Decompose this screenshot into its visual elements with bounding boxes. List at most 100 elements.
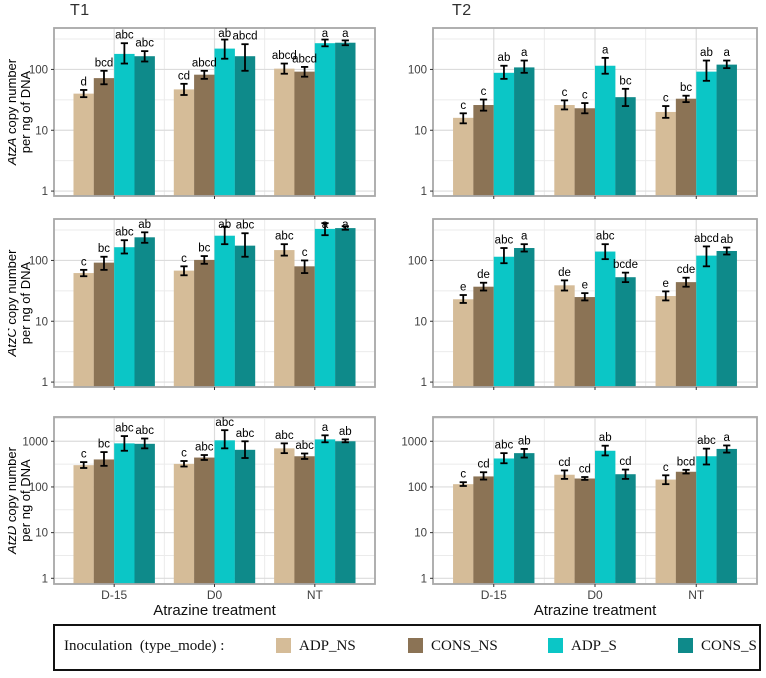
significance-letter: bc (680, 82, 692, 94)
significance-letter: ab (599, 432, 612, 444)
bar-adp_s-nt (696, 255, 717, 387)
significance-letter: abc (295, 440, 314, 452)
y-tick-label: 1 (421, 573, 427, 585)
bar-adp_s-nt (314, 228, 336, 387)
significance-letter: abc (115, 227, 134, 239)
significance-letter: cd (178, 70, 190, 82)
significance-letter: abcd (694, 233, 719, 245)
y-tick-label: 100 (29, 255, 48, 267)
bar-cons_s-d-15 (514, 453, 535, 584)
significance-letter: bcd (95, 57, 114, 69)
significance-letter: ab (720, 234, 733, 246)
bar-adp_ns-nt (655, 111, 676, 196)
x-tick-label: D-15 (481, 588, 507, 602)
bar-adp_s-nt (696, 456, 717, 584)
bar-cons_ns-nt (294, 71, 315, 196)
bar-cons_s-nt (335, 228, 356, 387)
bar-adp_ns-nt (274, 448, 295, 584)
significance-letter: ab (700, 47, 713, 59)
bar-cons_ns-d0 (574, 108, 595, 196)
significance-letter: bc (98, 439, 110, 451)
y-tick-label: 10 (414, 316, 427, 328)
bar-adp_s-d0 (214, 48, 235, 196)
y-tick-label: 100 (408, 64, 427, 76)
significance-letter: abc (495, 440, 514, 452)
significance-letter: abcd (272, 50, 297, 62)
legend-item-cons-ns: CONS_NS (408, 638, 498, 655)
legend-label-adp-ns: ADP_NS (299, 638, 356, 654)
significance-letter: abcd (292, 53, 317, 65)
significance-letter: abc (195, 442, 214, 454)
bar-cons_ns-d0 (194, 259, 215, 387)
x-axis-title: Atrazine treatment (153, 602, 276, 619)
significance-letter: cd (619, 456, 631, 468)
bar-adp_s-d0 (595, 65, 616, 196)
bar-cons_s-nt (716, 448, 737, 584)
significance-letter: a (342, 219, 349, 231)
significance-letter: bc (619, 75, 631, 87)
bar-adp_s-d-15 (114, 53, 135, 196)
bar-cons_s-nt (716, 64, 737, 196)
significance-letter: a (322, 422, 329, 434)
bar-adp_ns-d0 (173, 89, 195, 196)
significance-letter: cd (477, 459, 489, 471)
bar-cons_s-d-15 (134, 237, 155, 387)
bar-adp_s-nt (314, 439, 336, 584)
y-tick-label: 1000 (401, 436, 427, 448)
significance-letter: a (322, 28, 329, 40)
bar-adp_s-nt (696, 71, 717, 196)
significance-letter: bc (198, 243, 210, 255)
significance-letter: ab (518, 435, 531, 447)
significance-letter: abc (275, 430, 294, 442)
bar-adp_ns-d-15 (73, 93, 94, 196)
significance-letter: a (322, 219, 329, 231)
y-axis-title-line2: per ng of DNA (18, 70, 33, 153)
significance-letter: c (81, 256, 87, 268)
x-tick-label: D0 (587, 588, 603, 602)
bar-cons_s-d0 (615, 97, 636, 196)
bar-cons_ns-d0 (194, 74, 215, 196)
bar-cons_s-d0 (615, 277, 636, 387)
significance-letter: ab (138, 219, 151, 231)
column-title-t1: T1 (70, 2, 90, 19)
legend-swatch-cons-s (678, 638, 693, 653)
y-tick-label: 10 (35, 316, 48, 328)
significance-letter: c (582, 90, 588, 102)
bar-adp_ns-d0 (554, 285, 575, 387)
significance-letter: ab (218, 28, 231, 40)
bar-adp_s-d-15 (114, 247, 135, 387)
y-axis-title-line1: AtzC copy number (8, 249, 19, 358)
bar-adp_ns-d0 (173, 463, 195, 584)
bar-adp_ns-d0 (554, 105, 575, 196)
bar-adp_s-d0 (214, 440, 235, 584)
legend-label-cons-s: CONS_S (701, 638, 757, 654)
bar-cons_s-d-15 (134, 443, 155, 584)
bar-adp_s-d-15 (493, 72, 515, 196)
significance-letter: abc (236, 220, 255, 232)
significance-letter: c (663, 93, 669, 105)
y-axis-title-line1: AtzD copy number (8, 446, 19, 555)
significance-letter: abc (596, 231, 615, 243)
bar-adp_ns-nt (274, 68, 295, 196)
y-tick-label: 1 (421, 377, 427, 389)
significance-letter: cde (677, 264, 696, 276)
bar-adp_s-d-15 (114, 443, 135, 584)
bar-adp_s-d0 (214, 235, 235, 387)
significance-letter: abc (236, 428, 255, 440)
y-tick-label: 1000 (22, 436, 48, 448)
bar-cons_ns-d-15 (473, 476, 494, 584)
y-tick-label: 100 (29, 64, 48, 76)
x-tick-label: D-15 (101, 588, 127, 602)
legend-swatch-cons-ns (408, 638, 423, 653)
bar-cons_ns-d0 (574, 297, 595, 387)
column-title-t2: T2 (452, 2, 472, 19)
bar-adp_ns-d-15 (73, 273, 94, 387)
y-tick-label: 100 (29, 482, 48, 494)
bar-adp_ns-nt (274, 250, 295, 387)
bar-cons_ns-nt (675, 98, 697, 196)
